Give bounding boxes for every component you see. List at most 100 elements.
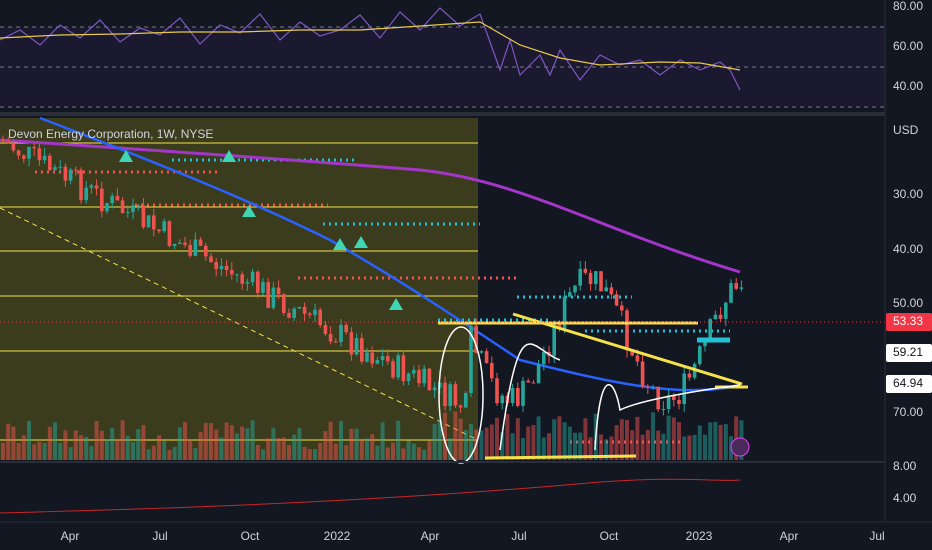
candle — [495, 378, 499, 404]
candle — [542, 352, 546, 365]
chart-title: Devon Energy Corporation, 1W, NYSE — [8, 127, 213, 141]
volume-bar — [604, 439, 609, 460]
volume-bar — [333, 443, 338, 460]
volume-bar — [193, 447, 198, 460]
candle — [604, 287, 608, 292]
volume-bar — [318, 443, 323, 460]
volume-bar — [547, 433, 551, 460]
candle — [183, 242, 187, 245]
volume-bar — [625, 420, 629, 460]
volume-line — [0, 478, 741, 514]
candle — [141, 205, 146, 228]
time-axis-label: 2022 — [324, 529, 351, 543]
candle — [432, 387, 437, 391]
candle — [448, 384, 452, 407]
volume-bar — [224, 422, 229, 460]
rsi-ma — [0, 21, 741, 71]
volume-bar — [552, 419, 557, 460]
candle — [328, 333, 333, 342]
candle — [375, 360, 380, 364]
candle — [620, 305, 624, 311]
volume-bar — [619, 419, 624, 460]
volume-bar — [635, 416, 640, 460]
volume-bar — [79, 435, 83, 460]
candle — [594, 271, 598, 285]
volume-bar — [609, 436, 614, 460]
candle — [110, 195, 114, 204]
candle — [230, 270, 234, 275]
candle — [219, 265, 224, 270]
candle — [573, 285, 577, 293]
volume-bar — [281, 437, 286, 460]
candle — [646, 386, 650, 388]
volume-bar — [437, 420, 442, 460]
event-icon[interactable] — [730, 437, 750, 457]
candle — [531, 382, 536, 384]
candle — [552, 323, 556, 356]
time-axis-label: Apr — [421, 529, 440, 543]
volume-bar — [73, 430, 78, 460]
volume-bar — [183, 422, 187, 460]
price-axis-label: 30.00 — [893, 187, 923, 201]
candle — [458, 405, 463, 408]
candle — [282, 294, 286, 313]
candle — [500, 395, 504, 404]
curve — [594, 383, 741, 451]
volume-bar — [375, 445, 380, 460]
candle — [178, 242, 182, 245]
volume-bar — [469, 424, 473, 460]
candle — [396, 355, 400, 378]
volume-bar — [365, 438, 369, 460]
candle — [42, 155, 47, 161]
volume-bar — [432, 423, 437, 460]
candle — [323, 325, 328, 334]
volume-bar — [417, 447, 421, 460]
candle — [521, 380, 525, 406]
candle — [354, 338, 359, 355]
candle — [188, 244, 192, 256]
volume-bar — [463, 430, 468, 460]
price-tag-box — [886, 313, 932, 331]
candle — [16, 150, 21, 156]
volume-bar — [37, 441, 42, 460]
candle — [115, 195, 120, 201]
price-axis-label: 70.00 — [893, 405, 923, 419]
candle — [703, 339, 707, 347]
candle — [635, 355, 640, 362]
candle — [630, 350, 634, 356]
volume-bar — [354, 428, 359, 460]
candle — [297, 306, 302, 309]
candle — [677, 400, 681, 404]
volume-bar — [146, 449, 151, 460]
volume-axis-label: 8.00 — [893, 459, 917, 473]
candle — [84, 187, 88, 201]
time-axis-label: Jul — [152, 529, 167, 543]
candle — [214, 262, 218, 270]
candle — [58, 166, 62, 168]
volume-bar — [515, 418, 520, 460]
volume-bar — [110, 427, 115, 460]
volume-bar — [401, 448, 406, 460]
candle — [1, 140, 5, 142]
volume-bar — [567, 426, 572, 460]
candle — [724, 302, 728, 319]
volume-bar — [276, 438, 281, 460]
candle — [256, 271, 260, 293]
volume-bar — [58, 442, 63, 460]
volume-bar — [510, 433, 515, 460]
volume-bar — [697, 425, 702, 460]
candle — [526, 380, 530, 383]
volume-bar — [359, 439, 364, 460]
time-axis-label: Jul — [869, 529, 884, 543]
volume-bar — [479, 430, 484, 460]
volume-bar — [53, 422, 57, 460]
volume-bar — [209, 423, 213, 460]
candle — [729, 283, 733, 303]
volume-bar — [422, 449, 427, 460]
volume-bar — [692, 435, 697, 460]
candle — [22, 155, 26, 159]
volume-bar — [167, 449, 172, 460]
signals — [119, 150, 403, 310]
candle — [614, 294, 619, 306]
volume-bar — [349, 428, 354, 460]
